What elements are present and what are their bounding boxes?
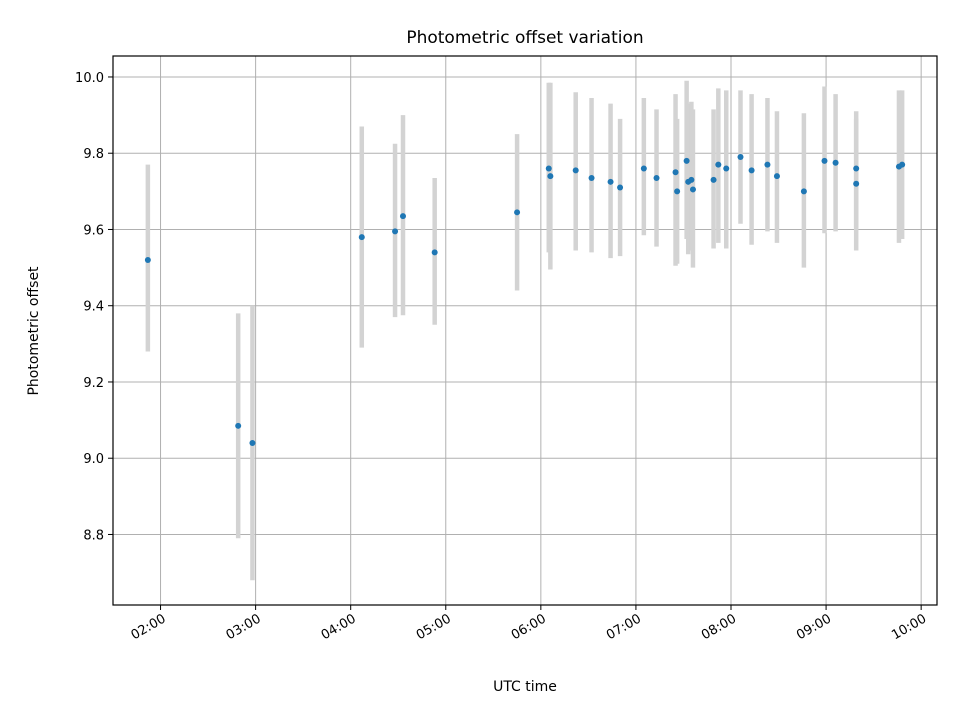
data-point	[399, 213, 406, 220]
y-axis-ticks: 8.8 9.0 9.2 9.4 9.6 9.8 10.0	[75, 71, 113, 543]
data-point	[514, 209, 521, 216]
data-points	[144, 154, 906, 446]
data-point	[392, 228, 399, 235]
data-point	[715, 161, 722, 168]
x-tick-label: 07:00	[604, 611, 644, 643]
data-point	[737, 154, 744, 161]
plot-frame	[112, 55, 938, 606]
data-point	[723, 165, 730, 172]
x-tick-label: 03:00	[224, 611, 264, 643]
x-axis-label: UTC time	[493, 679, 557, 695]
y-tick-label: 9.2	[83, 376, 104, 391]
data-point	[773, 173, 780, 180]
y-tick-label: 8.8	[83, 528, 104, 543]
y-tick-label: 9.8	[83, 147, 104, 162]
data-point	[899, 161, 906, 168]
data-point	[358, 234, 365, 241]
data-point	[853, 165, 860, 172]
data-point	[144, 256, 151, 263]
data-point	[674, 188, 681, 195]
data-point	[748, 167, 755, 174]
data-point	[689, 186, 696, 193]
data-point	[617, 184, 624, 191]
data-point	[653, 175, 660, 181]
data-point	[688, 176, 695, 183]
data-point	[249, 439, 256, 446]
data-point	[710, 176, 717, 183]
data-point	[800, 188, 807, 195]
data-point	[235, 422, 242, 429]
x-tick-label: 02:00	[129, 611, 169, 643]
data-point	[672, 169, 679, 176]
data-point	[764, 161, 771, 168]
data-point	[547, 173, 554, 180]
error-bars	[145, 80, 905, 581]
data-point	[683, 157, 690, 164]
y-tick-label: 9.4	[83, 300, 104, 315]
data-point	[545, 165, 552, 172]
data-point	[640, 165, 647, 172]
data-point	[832, 159, 839, 166]
data-point	[853, 180, 860, 187]
data-point	[821, 157, 828, 164]
data-point	[572, 167, 579, 174]
x-tick-label: 05:00	[414, 611, 454, 643]
data-point	[607, 178, 614, 185]
data-point	[588, 175, 595, 181]
x-tick-label: 08:00	[699, 611, 739, 643]
x-axis-ticks: 02:00 03:00 04:00 05:00 06:00 07:00 08:00 09:00…	[129, 605, 929, 643]
x-tick-label: 10:00	[889, 611, 929, 643]
x-tick-label: 04:00	[319, 611, 359, 643]
y-tick-label: 9.6	[83, 223, 104, 238]
y-tick-label: 9.0	[83, 452, 104, 467]
x-tick-label: 06:00	[509, 611, 549, 643]
x-tick-label: 09:00	[794, 611, 834, 643]
chart-title: Photometric offset variation	[406, 28, 643, 48]
data-point	[431, 249, 438, 256]
y-axis-label: Photometric offset	[26, 266, 42, 396]
y-tick-label: 10.0	[75, 71, 104, 86]
